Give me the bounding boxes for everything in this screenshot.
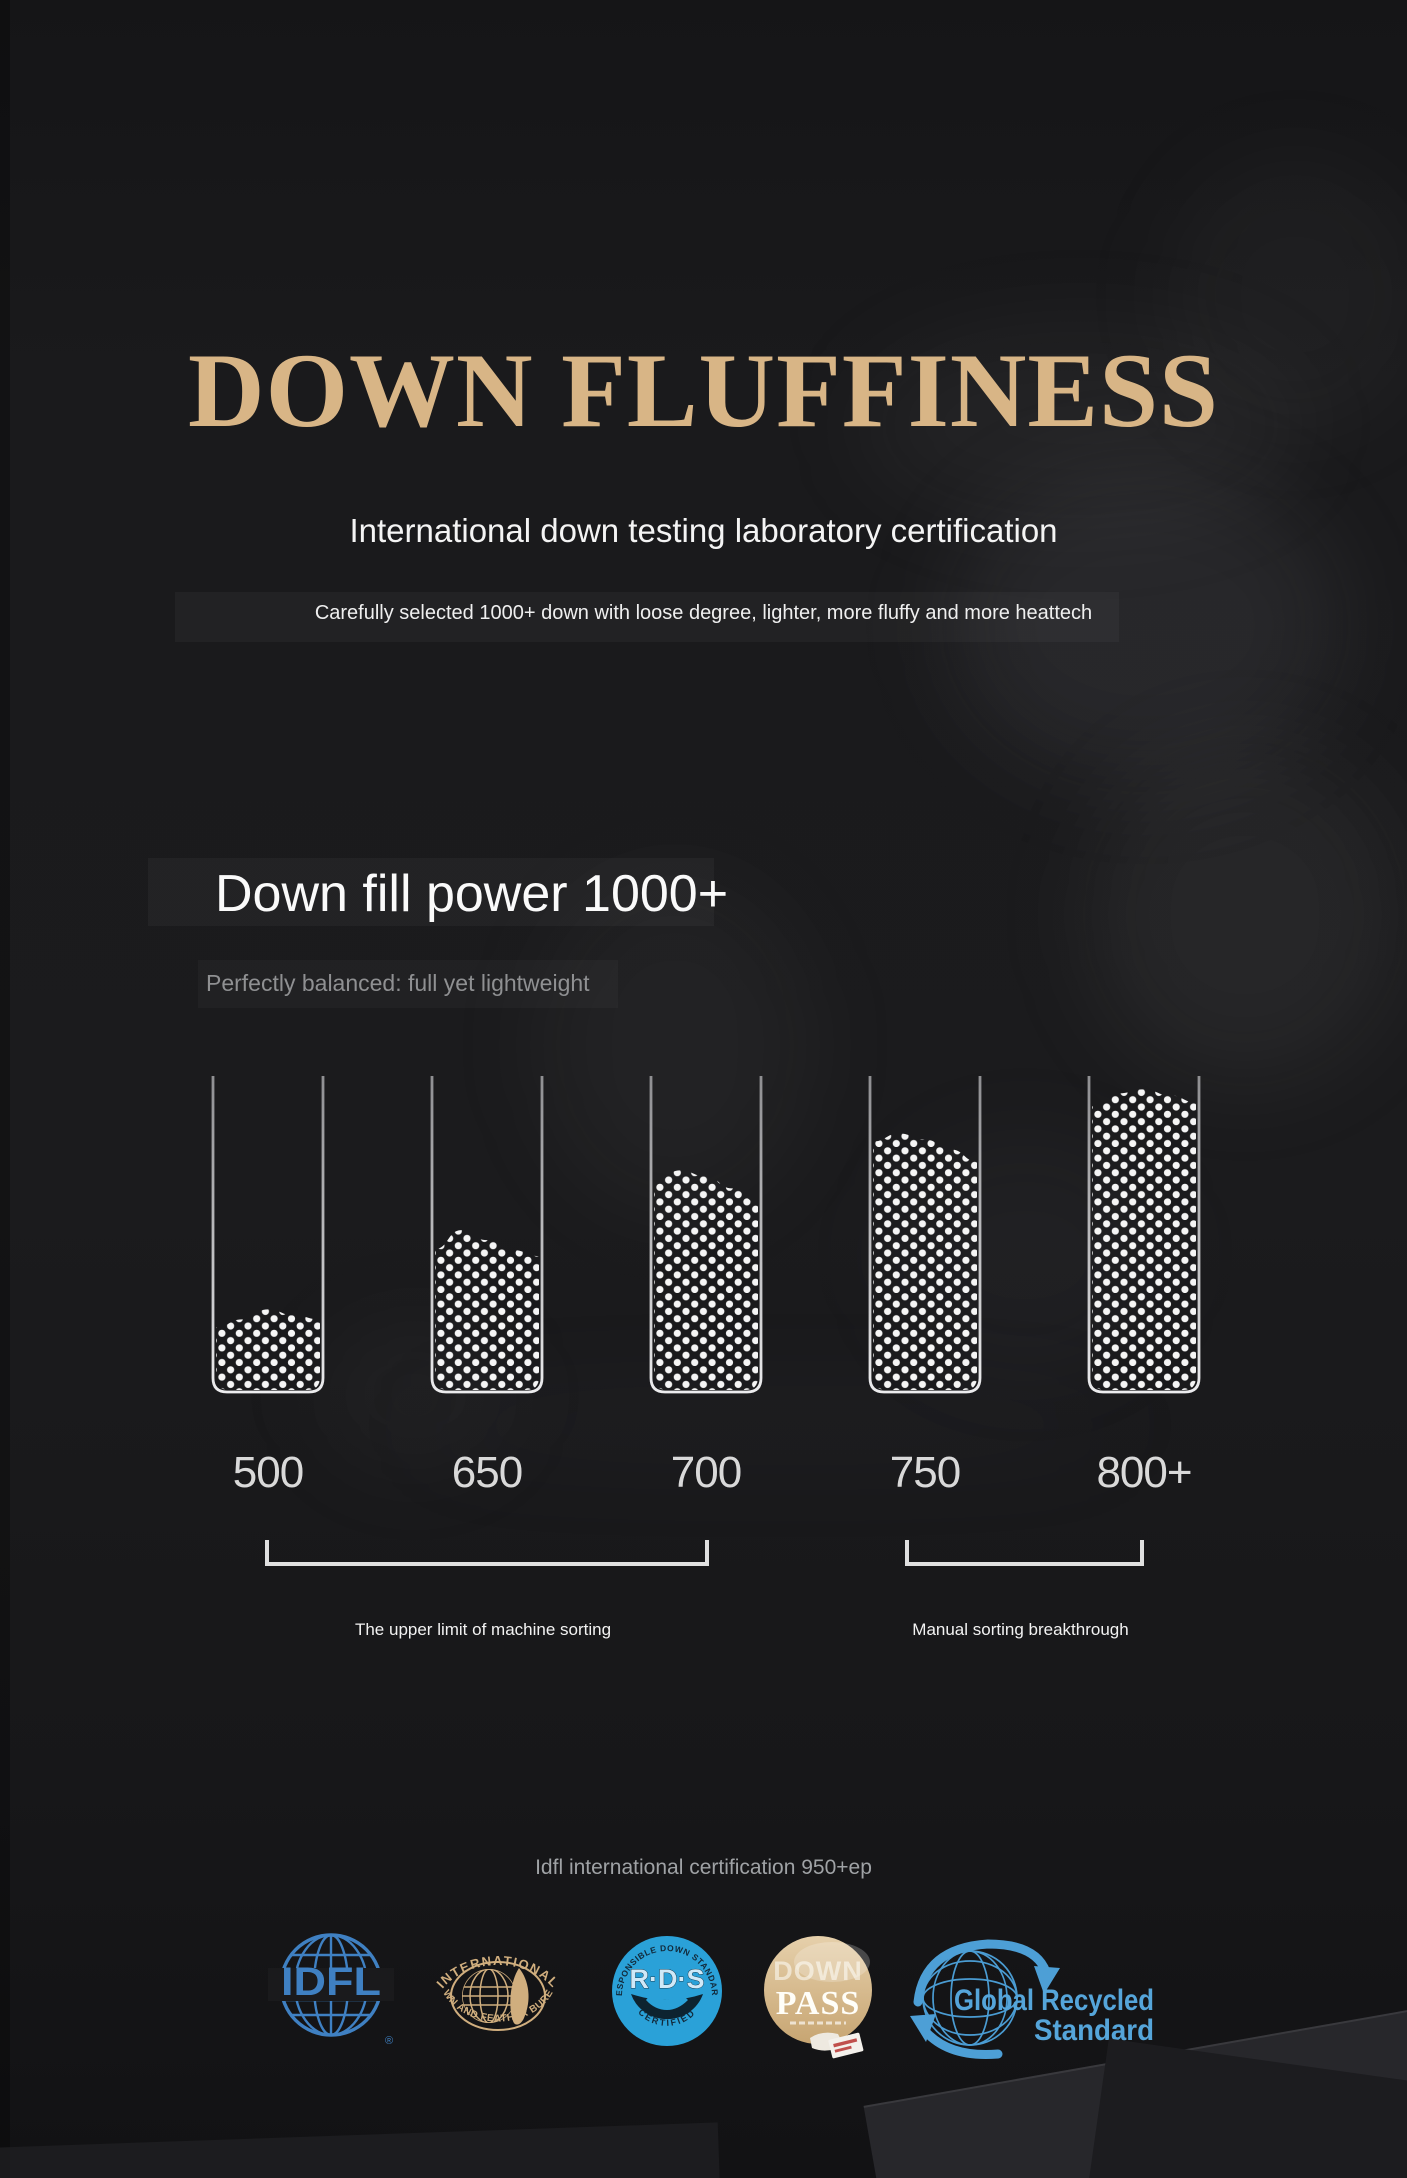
downpass-line1: DOWN	[773, 1956, 862, 1986]
rds-logo: RESPONSIBLE DOWN STANDARD R·D·S CERTIFIE…	[607, 1926, 724, 2053]
inspection-tag	[828, 2032, 864, 2059]
page-title: DOWN FLUFFINESS	[188, 332, 1219, 449]
tube-label: 700	[670, 1448, 742, 1497]
idfl-wordmark: IDFL	[281, 1960, 381, 2004]
idfl-logo: IDFL ®	[268, 1932, 394, 2059]
surface-band	[0, 2122, 722, 2178]
feather-icon	[510, 1968, 529, 2025]
duck-icon	[646, 1995, 688, 2010]
bracket-machine-sorting	[265, 1540, 709, 1566]
fill-power-subheading: Perfectly balanced: full yet lightweight	[206, 970, 590, 996]
bracket-manual-sorting	[905, 1540, 1144, 1566]
downpass-line2: PASS	[776, 1985, 861, 2022]
fill-tube	[428, 1074, 546, 1396]
manual-sorting-caption: Manual sorting breakthrough	[912, 1620, 1129, 1639]
fill-heading-panel	[148, 858, 714, 926]
tube-label-row: 500 650 700 750 800+	[209, 1448, 1203, 1498]
tube-label: 800+	[1096, 1448, 1192, 1497]
rds-wordmark: R·D·S	[630, 1964, 705, 1994]
globe-icon	[462, 1969, 516, 2023]
smoke-texture	[950, 470, 1340, 780]
grs-line1: Global Recycled	[954, 1984, 1154, 2017]
smoke-texture	[540, 880, 810, 1210]
smoke-texture	[1170, 160, 1407, 430]
machine-sorting-caption: The upper limit of machine sorting	[354, 1620, 612, 1639]
tube-label: 650	[451, 1448, 523, 1497]
certification-caption: Idfl international certification 950+ep	[535, 1856, 872, 1879]
smoke-texture	[420, 1390, 1120, 1460]
down-feather-bureau-logo: INTERNATIONAL DOWN AND FEATHER BUREAU	[416, 1930, 576, 2059]
registered-mark: ®	[385, 2035, 393, 2047]
fill-tube-chart	[209, 1074, 1203, 1396]
down-pass-logo: DOWN PASS	[760, 1934, 876, 2071]
tube-label: 500	[232, 1448, 304, 1497]
page-tagline: Carefully selected 1000+ down with loose…	[314, 602, 1093, 624]
tube-label: 750	[889, 1448, 961, 1497]
fill-power-heading: Down fill power 1000+	[215, 865, 729, 923]
fill-tube	[209, 1074, 327, 1396]
smoke-texture	[860, 330, 1300, 520]
fill-tube	[1085, 1074, 1203, 1396]
fill-tube	[647, 1074, 765, 1396]
page-subtitle: International down testing laboratory ce…	[349, 512, 1058, 549]
photo-edge-shade	[0, 0, 10, 2178]
smoke-texture	[1090, 750, 1400, 1080]
fill-tube	[866, 1074, 984, 1396]
recycle-arrows-icon	[913, 1939, 1051, 2060]
